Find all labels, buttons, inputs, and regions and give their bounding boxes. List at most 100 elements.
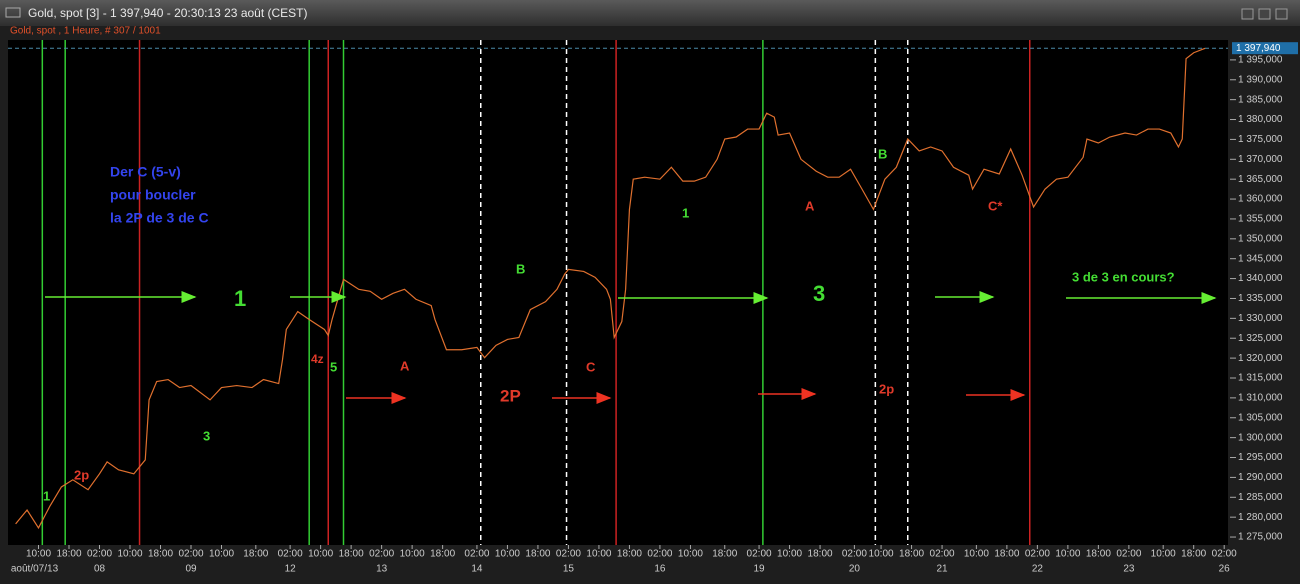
y-tick-label: 1 290,000 bbox=[1238, 472, 1283, 483]
annotation: 2p bbox=[879, 381, 894, 396]
y-tick-label: 1 395,000 bbox=[1238, 55, 1283, 66]
x-date-label: 15 bbox=[563, 564, 575, 575]
annotation: 5 bbox=[330, 359, 337, 374]
close-button[interactable] bbox=[1275, 8, 1288, 20]
minimize-button[interactable] bbox=[1241, 8, 1254, 20]
x-date-label: 21 bbox=[937, 564, 949, 575]
x-date-label: 08 bbox=[94, 564, 106, 575]
x-tick-label: 02:00 bbox=[178, 549, 203, 560]
annotation: B bbox=[878, 146, 887, 161]
x-tick-label: 10:00 bbox=[308, 549, 333, 560]
x-tick-label: 18:00 bbox=[712, 549, 737, 560]
y-tick-label: 1 295,000 bbox=[1238, 452, 1283, 463]
annotation: A bbox=[805, 198, 815, 213]
x-tick-label: 18:00 bbox=[430, 549, 455, 560]
annotation: 3 bbox=[813, 281, 825, 306]
chart-subtitle: Gold, spot , 1 Heure, # 307 / 1001 bbox=[10, 26, 161, 37]
annotation: Der C (5-v) bbox=[110, 164, 181, 180]
annotation: C* bbox=[988, 198, 1003, 213]
x-tick-label: 10:00 bbox=[1151, 549, 1176, 560]
plot-area bbox=[8, 40, 1228, 545]
x-date-label: 19 bbox=[754, 564, 766, 575]
x-tick-label: 18:00 bbox=[56, 549, 81, 560]
x-date-label: 16 bbox=[654, 564, 666, 575]
x-date-label: 20 bbox=[849, 564, 861, 575]
x-tick-label: 10:00 bbox=[117, 549, 142, 560]
annotation: 3 bbox=[203, 428, 210, 443]
last-price-label: 1 397,940 bbox=[1236, 43, 1281, 54]
price-line bbox=[15, 47, 1206, 530]
y-tick-label: 1 380,000 bbox=[1238, 114, 1283, 125]
y-tick-label: 1 360,000 bbox=[1238, 194, 1283, 205]
x-tick-label: 10:00 bbox=[1055, 549, 1080, 560]
y-tick-label: 1 280,000 bbox=[1238, 512, 1283, 523]
y-tick-label: 1 315,000 bbox=[1238, 373, 1283, 384]
x-tick-label: 02:00 bbox=[369, 549, 394, 560]
y-tick-label: 1 330,000 bbox=[1238, 313, 1283, 324]
annotation: 4z bbox=[311, 352, 324, 366]
annotation: pour boucler bbox=[110, 187, 196, 203]
x-tick-label: 10:00 bbox=[209, 549, 234, 560]
x-tick-label: 02:00 bbox=[747, 549, 772, 560]
y-tick-label: 1 285,000 bbox=[1238, 492, 1283, 503]
annotation: 2p bbox=[74, 467, 89, 482]
annotation: 2P bbox=[500, 386, 521, 405]
annotation: 1 bbox=[682, 205, 689, 220]
annotation: 3 de 3 en cours? bbox=[1072, 269, 1175, 284]
annotation: 1 bbox=[43, 488, 50, 503]
x-tick-label: 10:00 bbox=[586, 549, 611, 560]
window-title: Gold, spot [3] - 1 397,940 - 20:30:13 23… bbox=[28, 6, 308, 20]
x-tick-label: 02:00 bbox=[930, 549, 955, 560]
x-tick-label: 10:00 bbox=[777, 549, 802, 560]
x-tick-label: 10:00 bbox=[495, 549, 520, 560]
x-tick-label: 10:00 bbox=[678, 549, 703, 560]
y-tick-label: 1 320,000 bbox=[1238, 353, 1283, 364]
y-tick-label: 1 370,000 bbox=[1238, 154, 1283, 165]
x-tick-label: 02:00 bbox=[1212, 549, 1237, 560]
annotation: C bbox=[586, 359, 596, 374]
x-tick-label: 02:00 bbox=[842, 549, 867, 560]
y-tick-label: 1 345,000 bbox=[1238, 253, 1283, 264]
last-price-box bbox=[1232, 42, 1298, 55]
x-tick-label: 18:00 bbox=[148, 549, 173, 560]
x-tick-label: 10:00 bbox=[869, 549, 894, 560]
x-tick-label: 10:00 bbox=[26, 549, 51, 560]
x-tick-label: 10:00 bbox=[400, 549, 425, 560]
y-tick-label: 1 275,000 bbox=[1238, 532, 1283, 543]
y-tick-label: 1 390,000 bbox=[1238, 74, 1283, 85]
x-tick-label: 02:00 bbox=[556, 549, 581, 560]
y-tick-label: 1 335,000 bbox=[1238, 293, 1283, 304]
y-tick-label: 1 350,000 bbox=[1238, 233, 1283, 244]
y-tick-label: 1 305,000 bbox=[1238, 412, 1283, 423]
x-tick-label: 02:00 bbox=[278, 549, 303, 560]
annotation: B bbox=[516, 261, 525, 276]
x-tick-label: 02:00 bbox=[647, 549, 672, 560]
x-tick-label: 18:00 bbox=[899, 549, 924, 560]
x-tick-label: 18:00 bbox=[808, 549, 833, 560]
y-tick-label: 1 340,000 bbox=[1238, 273, 1283, 284]
x-tick-label: 02:00 bbox=[464, 549, 489, 560]
x-tick-label: 02:00 bbox=[1025, 549, 1050, 560]
x-tick-label: 18:00 bbox=[1086, 549, 1111, 560]
y-tick-label: 1 385,000 bbox=[1238, 94, 1283, 105]
x-tick-label: 18:00 bbox=[617, 549, 642, 560]
restore-button[interactable] bbox=[1258, 8, 1271, 20]
x-date-label: 26 bbox=[1219, 564, 1231, 575]
x-date-label: 23 bbox=[1123, 564, 1135, 575]
x-tick-label: 02:00 bbox=[87, 549, 112, 560]
x-date-label: 12 bbox=[285, 564, 297, 575]
y-tick-label: 1 375,000 bbox=[1238, 134, 1283, 145]
x-tick-label: 18:00 bbox=[243, 549, 268, 560]
x-tick-label: 18:00 bbox=[339, 549, 364, 560]
y-tick-label: 1 310,000 bbox=[1238, 393, 1283, 404]
x-tick-label: 10:00 bbox=[964, 549, 989, 560]
y-tick-label: 1 365,000 bbox=[1238, 174, 1283, 185]
annotation: la 2P de 3 de C bbox=[110, 210, 209, 226]
y-tick-label: 1 355,000 bbox=[1238, 214, 1283, 225]
x-date-label: 13 bbox=[376, 564, 388, 575]
x-tick-label: 18:00 bbox=[1181, 549, 1206, 560]
x-date-label: août/07/13 bbox=[11, 564, 59, 575]
x-date-label: 22 bbox=[1032, 564, 1044, 575]
x-date-label: 14 bbox=[471, 564, 483, 575]
